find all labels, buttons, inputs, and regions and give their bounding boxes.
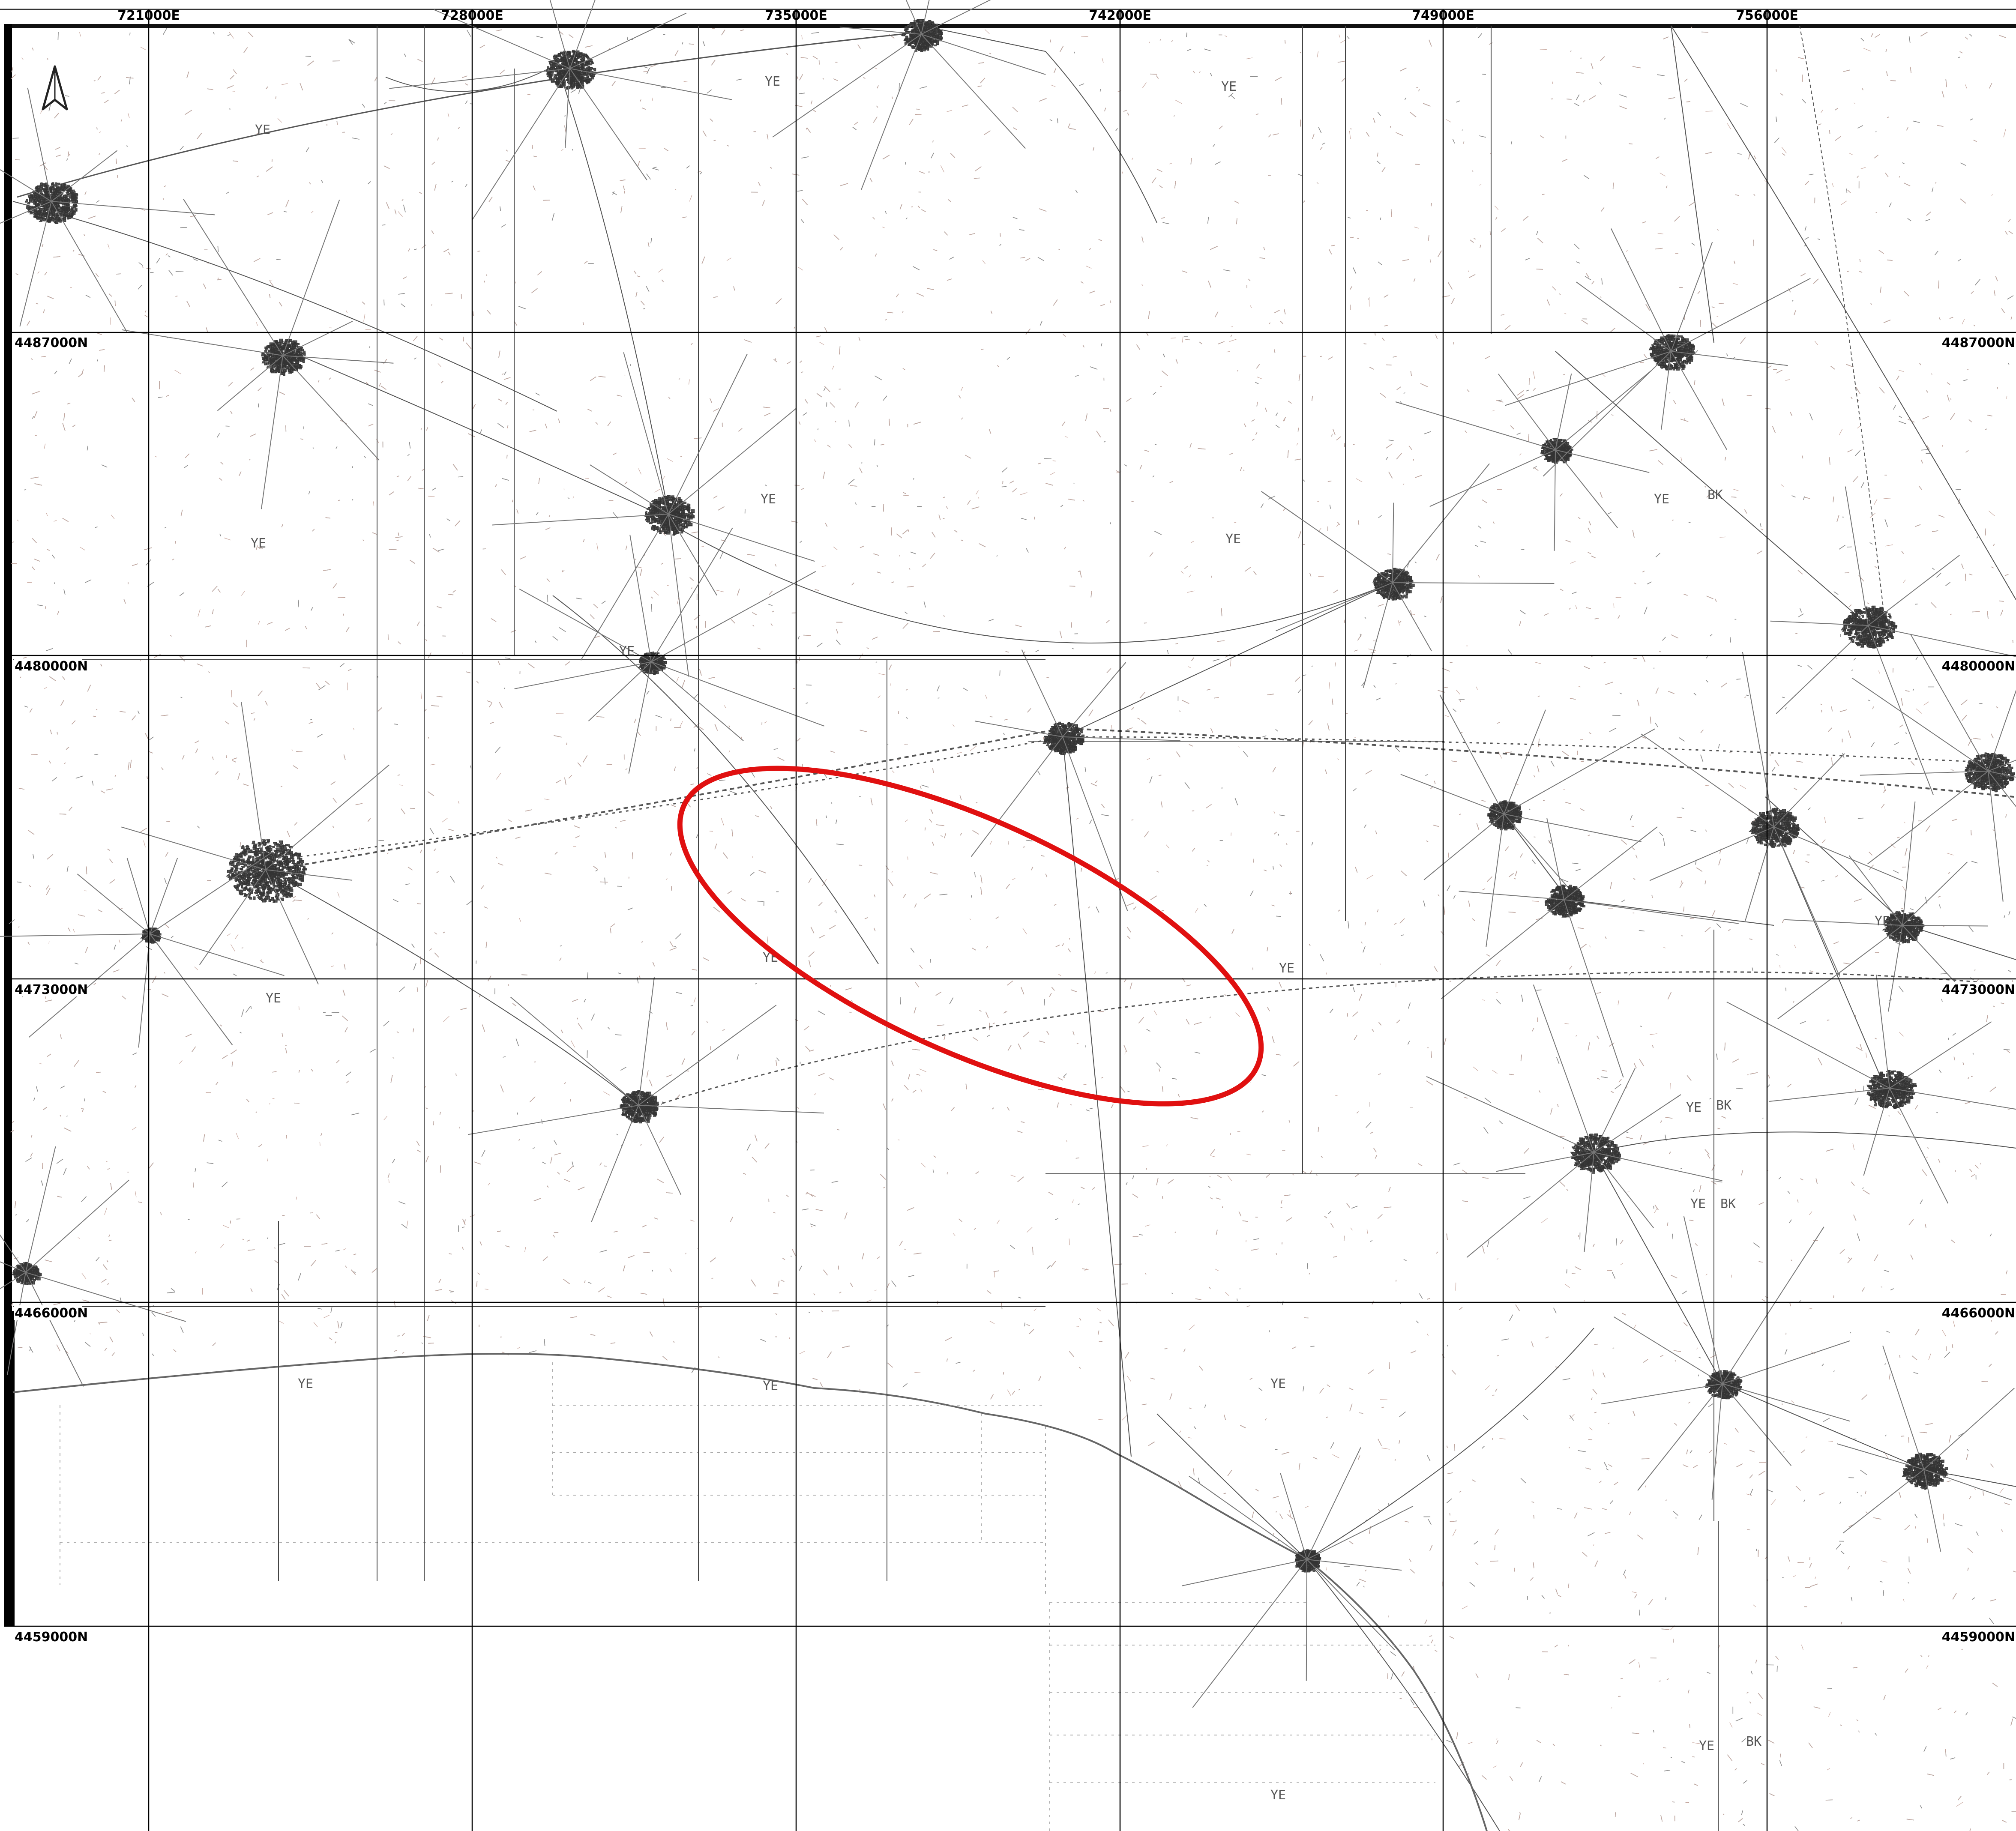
northing-labels-right (1945, 335, 2016, 1644)
sheet-code-label: BK (1707, 488, 1723, 503)
town-roads (1726, 975, 2016, 1204)
easting-label: 721000E (117, 8, 180, 23)
sheet-code-label: YE (619, 644, 635, 659)
town-roads (0, 851, 285, 1048)
topographic-detail (9, 26, 2016, 1831)
left-frame-band (4, 24, 12, 1626)
sheet-code-label: YE (1686, 1100, 1701, 1115)
town-roads (1851, 634, 2016, 902)
town-roads (1441, 818, 1739, 1078)
town-roads (492, 352, 815, 677)
sheet-code-label: YE (1225, 532, 1241, 547)
town-roads (1395, 370, 1651, 551)
town-cluster (1902, 1452, 1948, 1490)
northing-label-right: 4459000N (1942, 1630, 2015, 1645)
town-roads (1426, 984, 1722, 1258)
town-roads (514, 527, 824, 774)
northing-label-right: 4466000N (1942, 1306, 2015, 1321)
sheet-code-label: YE (1875, 914, 1890, 929)
sheet-code-label: YE (1221, 79, 1237, 94)
town-roads (1601, 1216, 1851, 1500)
coastline (12, 1353, 1488, 1831)
header-strip (0, 0, 2016, 9)
left-frame-band-lower (12, 1311, 15, 1626)
northing-label-right: 4487000N (1942, 335, 2015, 350)
sheet-code-label: YE (298, 1376, 313, 1391)
terrain-marks (9, 26, 2016, 1831)
northing-label-left: 4466000N (15, 1306, 88, 1321)
town-roads (1777, 801, 1988, 1020)
town-roads (971, 649, 1180, 911)
easting-label: 735000E (765, 8, 827, 23)
town-roads (389, 0, 732, 221)
sheet-code-label: YE (1690, 1197, 1706, 1212)
unmapped-area-lines (60, 1362, 1435, 1831)
easting-label: 749000E (1412, 8, 1474, 23)
sheet-code-label: BK (1720, 1197, 1736, 1212)
top-ticks (148, 9, 1768, 26)
town-roads (1770, 486, 2016, 795)
road-network (12, 25, 2016, 1831)
highlight-ellipse (677, 766, 1264, 1107)
sheet-boundary-lines (13, 26, 1719, 1831)
town-roads (121, 701, 389, 984)
sheet-code-label: YE (765, 74, 780, 89)
sheet-code-label: YE (255, 123, 270, 138)
easting-label: 742000E (1089, 8, 1151, 23)
top-frame-band (6, 24, 2016, 28)
sheet-code-label: YE (1654, 492, 1669, 507)
sheet-code-label: BK (1746, 1734, 1761, 1749)
terrain-marks-faint (10, 27, 2016, 1831)
town-roads (1836, 1345, 2015, 1552)
northing-label-left: 4480000N (15, 659, 88, 674)
northing-labels-left (14, 335, 82, 1644)
north-arrow-icon (42, 65, 68, 111)
sheet-code-label: YE (1699, 1738, 1714, 1753)
town-roads (772, 0, 1046, 190)
town-roads (1182, 1447, 1414, 1708)
town-cluster (1540, 438, 1573, 464)
sheet-code-label: YE (763, 1379, 778, 1394)
sheet-code-label: YE (1270, 1788, 1286, 1803)
northing-label-right: 4473000N (1942, 982, 2015, 997)
coordinate-grid (4, 26, 2016, 1831)
sheet-code-label: YE (1270, 1376, 1286, 1391)
sheet-code-labels: YE YE YE YE YE YE YE YE YE YE YE YE YE Y… (251, 74, 1890, 1803)
town-roads (122, 199, 394, 509)
sheet-code-label: YE (251, 536, 266, 551)
northing-label-left: 4487000N (15, 335, 88, 350)
town-roads (1505, 228, 1811, 477)
easting-label: 728000E (441, 8, 503, 23)
town-roads (468, 977, 824, 1222)
town-roads (1400, 694, 1655, 947)
easting-label: 756000E (1736, 8, 1798, 23)
sheet-code-label: YE (761, 492, 776, 507)
town-cluster (261, 338, 306, 376)
town-cluster (1544, 884, 1585, 918)
sheet-code-label: BK (1716, 1098, 1731, 1113)
northing-label-right: 4480000N (1942, 659, 2015, 674)
sheet-code-label: YE (266, 991, 281, 1006)
town-roads (1261, 463, 1555, 688)
northing-label-left: 4459000N (15, 1630, 88, 1645)
town-cluster (1866, 1070, 1917, 1109)
town-roads (0, 1146, 186, 1387)
northing-label-left: 4473000N (15, 982, 88, 997)
town-cluster (12, 1262, 42, 1285)
sheet-code-label: YE (1279, 961, 1294, 976)
town-roads (1641, 652, 1903, 977)
towns (0, 0, 2016, 1708)
town-roads (0, 87, 215, 332)
